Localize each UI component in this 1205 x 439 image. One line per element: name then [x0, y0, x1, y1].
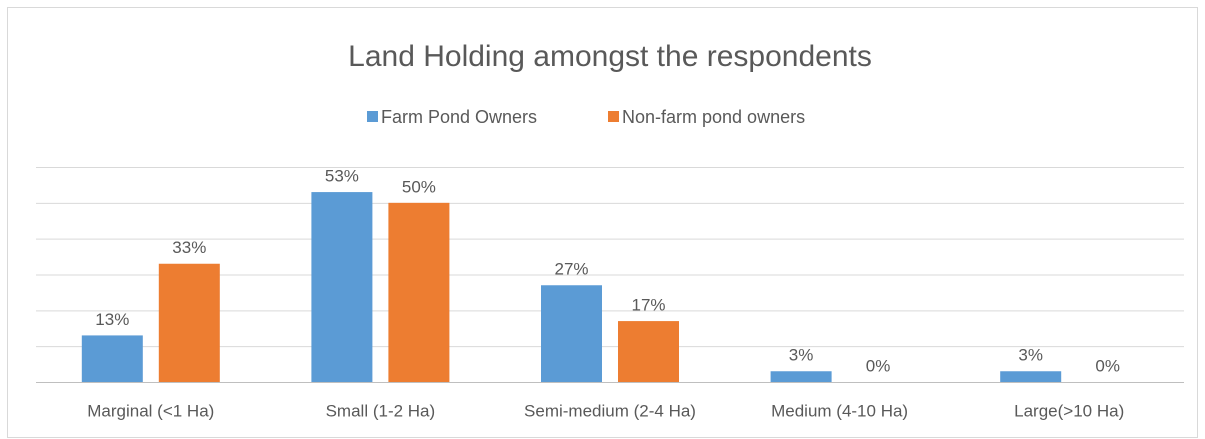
bar: [81, 335, 143, 382]
legend-label: Non-farm pond owners: [622, 107, 805, 127]
data-label: 53%: [325, 167, 359, 186]
data-label: 3%: [1018, 346, 1043, 365]
legend-swatch: [367, 111, 378, 122]
data-label: 0%: [866, 356, 891, 375]
data-label: 3%: [789, 346, 814, 365]
bar: [311, 192, 373, 382]
data-label: 13%: [95, 310, 129, 329]
legend-label: Farm Pond Owners: [381, 107, 537, 127]
bar: [388, 202, 450, 382]
bar: [770, 371, 832, 382]
bar: [618, 321, 679, 382]
x-tick-label: Small (1-2 Ha): [326, 401, 436, 420]
data-label: 17%: [631, 296, 665, 315]
data-label: 27%: [554, 260, 588, 279]
chart-title: Land Holding amongst the respondents: [348, 40, 872, 73]
bar: [541, 285, 602, 382]
x-tick-label: Large(>10 Ha): [1014, 401, 1124, 420]
x-tick-label: Medium (4-10 Ha): [771, 401, 908, 420]
bar: [1000, 371, 1062, 382]
legend-swatch: [608, 111, 619, 122]
data-label: 0%: [1095, 356, 1120, 375]
data-label: 33%: [172, 238, 206, 257]
x-tick-label: Marginal (<1 Ha): [87, 401, 214, 420]
x-tick-label: Semi-medium (2-4 Ha): [524, 401, 696, 420]
data-label: 50%: [402, 177, 436, 196]
bar: [158, 263, 220, 382]
